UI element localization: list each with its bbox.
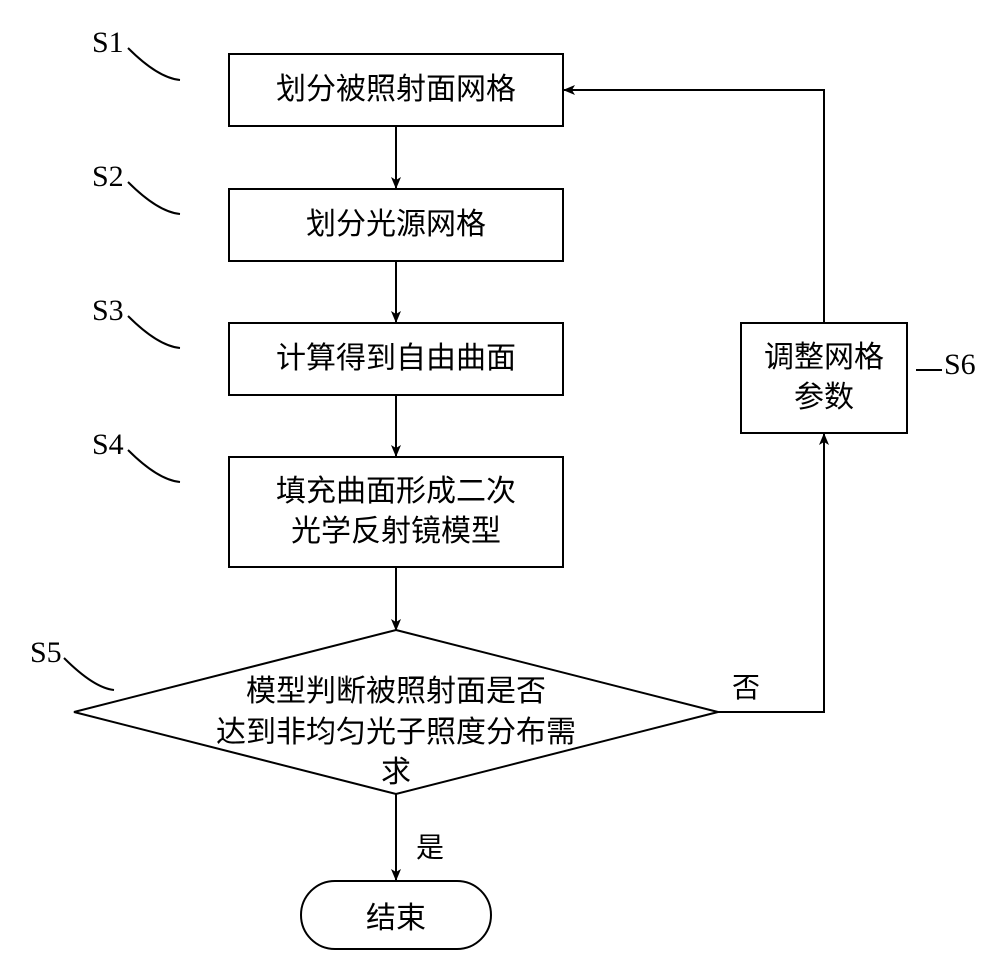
- step-s3-box: 计算得到自由曲面: [228, 322, 564, 396]
- step-s4-box: 填充曲面形成二次 光学反射镜模型: [228, 456, 564, 568]
- step-s6-text: 调整网格 参数: [764, 338, 884, 419]
- decision-s5-text: 模型判断被照射面是否 达到非均匀光子照度分布需求: [206, 672, 586, 794]
- terminator-end: 结束: [300, 880, 492, 950]
- step-s3-text: 计算得到自由曲面: [276, 339, 516, 380]
- flowchart-canvas: 划分被照射面网格 划分光源网格 计算得到自由曲面 填充曲面形成二次 光学反射镜模…: [0, 0, 1000, 976]
- step-s2-box: 划分光源网格: [228, 188, 564, 262]
- step-s1-text: 划分被照射面网格: [276, 70, 516, 111]
- step-s6-box: 调整网格 参数: [740, 322, 908, 434]
- label-s3: S3: [92, 294, 124, 328]
- terminator-end-text: 结束: [366, 893, 426, 937]
- label-s1: S1: [92, 26, 124, 60]
- step-s1-box: 划分被照射面网格: [228, 53, 564, 127]
- step-s2-text: 划分光源网格: [306, 205, 486, 246]
- edge-label-yes: 是: [416, 826, 444, 866]
- label-s5: S5: [30, 636, 62, 670]
- step-s4-text: 填充曲面形成二次 光学反射镜模型: [276, 472, 516, 553]
- edge-label-no: 否: [732, 666, 760, 706]
- label-s2: S2: [92, 160, 124, 194]
- label-s4: S4: [92, 428, 124, 462]
- label-s6: S6: [944, 348, 976, 382]
